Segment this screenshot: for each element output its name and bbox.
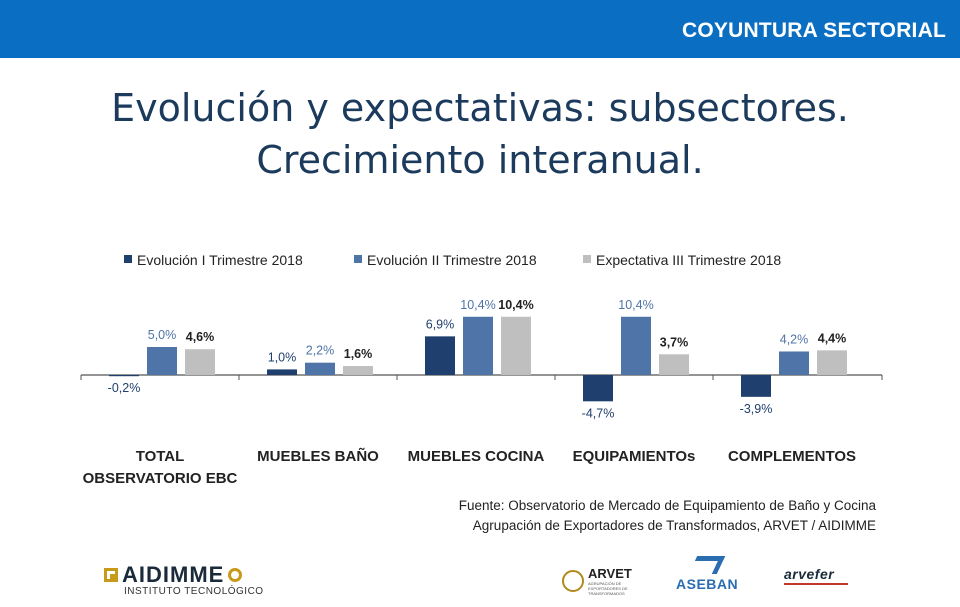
arvefer-underline bbox=[784, 583, 848, 585]
legend-label-2: Evolución II Trimestre 2018 bbox=[367, 252, 537, 268]
arvefer-logo-name: arvefer bbox=[784, 566, 835, 582]
bar-s1-c4 bbox=[583, 375, 613, 402]
aidimme-ring-icon bbox=[228, 568, 243, 582]
legend-swatch-3 bbox=[583, 255, 591, 263]
arvet-seal-icon bbox=[562, 570, 584, 592]
data-label-s2-c2: 2,2% bbox=[306, 344, 335, 358]
aseban-logo: ASEBAN bbox=[676, 556, 738, 592]
data-label-s1-c5: -3,9% bbox=[740, 402, 773, 416]
category-label-5: COMPLEMENTOS bbox=[728, 448, 856, 465]
bar-s2-c2 bbox=[305, 362, 335, 375]
arvefer-logo: arvefer bbox=[784, 566, 848, 585]
aidimme-logo: AIDIMME INSTITUTO TECNOLÓGICO bbox=[104, 562, 264, 597]
arvet-logo-subtitle: AGRUPACIÓN DE EXPORTADORES DE TRANSFORMA… bbox=[588, 581, 628, 596]
bar-s1-c5 bbox=[741, 375, 771, 397]
data-label-s2-c5: 4,2% bbox=[780, 332, 809, 346]
data-label-s2-c3: 10,4% bbox=[460, 298, 495, 312]
data-label-s1-c2: 1,0% bbox=[268, 350, 297, 364]
bar-s2-c1 bbox=[147, 347, 177, 375]
data-label-s3-c1: 4,6% bbox=[186, 330, 215, 344]
section-label: COYUNTURA SECTORIAL bbox=[682, 19, 946, 42]
header-bar: COYUNTURA SECTORIAL bbox=[0, 0, 960, 58]
bar-s1-c1 bbox=[109, 375, 139, 377]
bar-s1-c3 bbox=[425, 336, 455, 375]
data-label-s1-c1: -0,2% bbox=[108, 381, 141, 395]
source-line2: Agrupación de Exportadores de Transforma… bbox=[472, 518, 876, 533]
bar-chart: Evolución I Trimestre 2018 Evolución II T… bbox=[80, 252, 883, 487]
bar-s1-c2 bbox=[267, 369, 297, 375]
bar-s3-c5 bbox=[817, 350, 847, 375]
bar-s3-c4 bbox=[659, 354, 689, 375]
aidimme-logo-subtitle: INSTITUTO TECNOLÓGICO bbox=[124, 586, 264, 597]
legend-label-3: Expectativa III Trimestre 2018 bbox=[596, 252, 781, 268]
aidimme-logo-name: AIDIMME bbox=[122, 562, 225, 587]
data-label-s3-c4: 3,7% bbox=[660, 335, 689, 349]
data-label-s2-c1: 5,0% bbox=[148, 328, 177, 342]
arvet-logo: ARVET AGRUPACIÓN DE EXPORTADORES DE TRAN… bbox=[562, 566, 648, 596]
category-label-4: EQUIPAMIENTOs bbox=[573, 448, 696, 465]
category-label-2: MUEBLES BAÑO bbox=[257, 447, 379, 465]
data-label-s2-c4: 10,4% bbox=[618, 298, 653, 312]
data-label-s3-c3: 10,4% bbox=[498, 298, 533, 312]
category-label-1: TOTAL bbox=[136, 448, 185, 465]
slide-title: Evolución y expectativas: subsectores. C… bbox=[0, 82, 960, 186]
aidimme-mark-icon bbox=[104, 568, 118, 582]
data-label-s1-c4: -4,7% bbox=[582, 406, 615, 420]
bar-s2-c3 bbox=[463, 316, 493, 375]
bar-s2-c4 bbox=[621, 316, 651, 375]
aseban-logo-name: ASEBAN bbox=[676, 576, 739, 592]
arvet-logo-name: ARVET bbox=[588, 566, 632, 581]
bar-s2-c5 bbox=[779, 351, 809, 375]
data-label-s1-c3: 6,9% bbox=[426, 317, 455, 331]
legend-swatch-2 bbox=[354, 255, 362, 263]
source-line1: Fuente: Observatorio de Mercado de Equip… bbox=[458, 498, 876, 513]
category-label-1: OBSERVATORIO EBC bbox=[83, 470, 238, 487]
source-note: Fuente: Observatorio de Mercado de Equip… bbox=[459, 496, 876, 536]
aseban-mark-icon bbox=[688, 556, 726, 574]
data-label-s3-c2: 1,6% bbox=[344, 347, 373, 361]
bar-s3-c3 bbox=[501, 316, 531, 375]
slide-title-line1: Evolución y expectativas: subsectores. bbox=[111, 86, 849, 130]
legend-label-1: Evolución I Trimestre 2018 bbox=[137, 252, 303, 268]
bar-s3-c2 bbox=[343, 366, 373, 375]
bar-s3-c1 bbox=[185, 349, 215, 375]
slide-title-line2: Crecimiento interanual. bbox=[256, 138, 704, 182]
category-label-3: MUEBLES COCINA bbox=[408, 448, 545, 465]
data-label-s3-c5: 4,4% bbox=[818, 331, 847, 345]
legend-swatch-1 bbox=[124, 255, 132, 263]
